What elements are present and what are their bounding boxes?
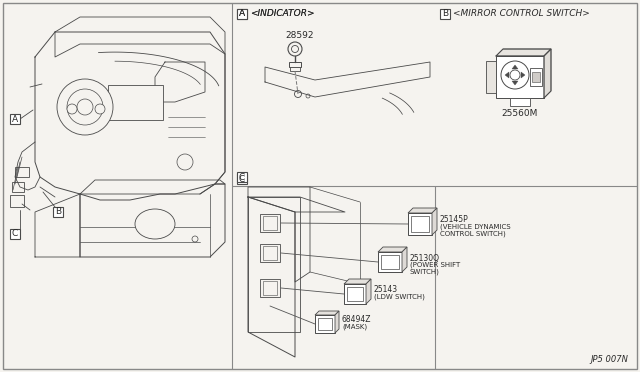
Circle shape bbox=[177, 154, 193, 170]
Bar bbox=[378, 252, 402, 272]
Text: B: B bbox=[55, 208, 61, 217]
Circle shape bbox=[57, 79, 113, 135]
Text: SWITCH): SWITCH) bbox=[410, 269, 440, 275]
Polygon shape bbox=[544, 49, 551, 98]
Polygon shape bbox=[505, 72, 509, 78]
Text: (POWER SHIFT: (POWER SHIFT bbox=[410, 262, 460, 268]
Bar bbox=[530, 68, 542, 86]
Text: 68494Z: 68494Z bbox=[342, 315, 371, 324]
Polygon shape bbox=[521, 72, 525, 78]
Text: JP5 007N: JP5 007N bbox=[590, 355, 628, 364]
Bar bbox=[289, 62, 301, 67]
Bar bbox=[53, 207, 63, 217]
Bar bbox=[440, 9, 450, 19]
Polygon shape bbox=[432, 208, 437, 235]
Bar bbox=[510, 98, 530, 106]
Bar bbox=[486, 61, 496, 93]
Bar bbox=[263, 246, 277, 260]
Text: A: A bbox=[12, 115, 18, 124]
Bar bbox=[260, 279, 280, 297]
Text: C: C bbox=[239, 173, 245, 182]
Bar bbox=[263, 216, 277, 230]
Polygon shape bbox=[344, 279, 371, 284]
Text: 25143: 25143 bbox=[374, 285, 398, 295]
Bar bbox=[290, 67, 300, 71]
Bar bbox=[15, 167, 29, 177]
Circle shape bbox=[77, 99, 93, 115]
Bar bbox=[315, 315, 335, 333]
Ellipse shape bbox=[135, 209, 175, 239]
Text: <INDICATOR>: <INDICATOR> bbox=[250, 10, 314, 19]
Text: (VEHICLE DYNAMICS: (VEHICLE DYNAMICS bbox=[440, 224, 511, 230]
Bar bbox=[10, 195, 24, 207]
Text: C: C bbox=[12, 230, 18, 238]
Bar bbox=[347, 287, 363, 301]
Bar bbox=[237, 174, 247, 184]
Bar bbox=[411, 216, 429, 232]
Polygon shape bbox=[315, 311, 339, 315]
Text: (LDW SWITCH): (LDW SWITCH) bbox=[374, 294, 425, 300]
Bar bbox=[237, 172, 247, 182]
Text: <INDICATOR>: <INDICATOR> bbox=[250, 10, 314, 19]
Polygon shape bbox=[335, 311, 339, 333]
Circle shape bbox=[501, 61, 529, 89]
Text: 25145P: 25145P bbox=[440, 215, 468, 224]
Bar bbox=[532, 72, 540, 82]
Bar bbox=[237, 9, 247, 19]
Circle shape bbox=[67, 104, 77, 114]
Polygon shape bbox=[402, 247, 407, 272]
Text: C: C bbox=[239, 174, 245, 183]
Bar bbox=[10, 229, 20, 239]
Circle shape bbox=[95, 104, 105, 114]
Text: B: B bbox=[442, 10, 448, 19]
Text: CONTROL SWITCH): CONTROL SWITCH) bbox=[440, 231, 506, 237]
Text: 25130Q: 25130Q bbox=[410, 253, 440, 263]
Bar bbox=[12, 182, 24, 192]
Text: (MASK): (MASK) bbox=[342, 324, 367, 330]
Circle shape bbox=[192, 236, 198, 242]
Polygon shape bbox=[512, 81, 518, 85]
Text: 28592: 28592 bbox=[285, 31, 314, 39]
Bar bbox=[108, 85, 163, 120]
Text: <MIRROR CONTROL SWITCH>: <MIRROR CONTROL SWITCH> bbox=[453, 10, 589, 19]
Bar bbox=[248, 197, 300, 332]
Text: A: A bbox=[239, 10, 245, 19]
Bar bbox=[237, 9, 247, 19]
Polygon shape bbox=[512, 65, 518, 69]
Bar bbox=[496, 56, 544, 98]
Circle shape bbox=[510, 70, 520, 80]
Text: 25560M: 25560M bbox=[502, 109, 538, 118]
Circle shape bbox=[67, 89, 103, 125]
Bar bbox=[318, 318, 332, 330]
Bar bbox=[10, 114, 20, 124]
Polygon shape bbox=[378, 247, 407, 252]
Bar bbox=[263, 281, 277, 295]
Text: A: A bbox=[239, 10, 245, 19]
Polygon shape bbox=[496, 49, 551, 56]
Bar bbox=[408, 213, 432, 235]
Bar bbox=[344, 284, 366, 304]
Bar bbox=[260, 214, 280, 232]
Polygon shape bbox=[408, 208, 437, 213]
Bar bbox=[260, 244, 280, 262]
Bar bbox=[381, 255, 399, 269]
Polygon shape bbox=[366, 279, 371, 304]
